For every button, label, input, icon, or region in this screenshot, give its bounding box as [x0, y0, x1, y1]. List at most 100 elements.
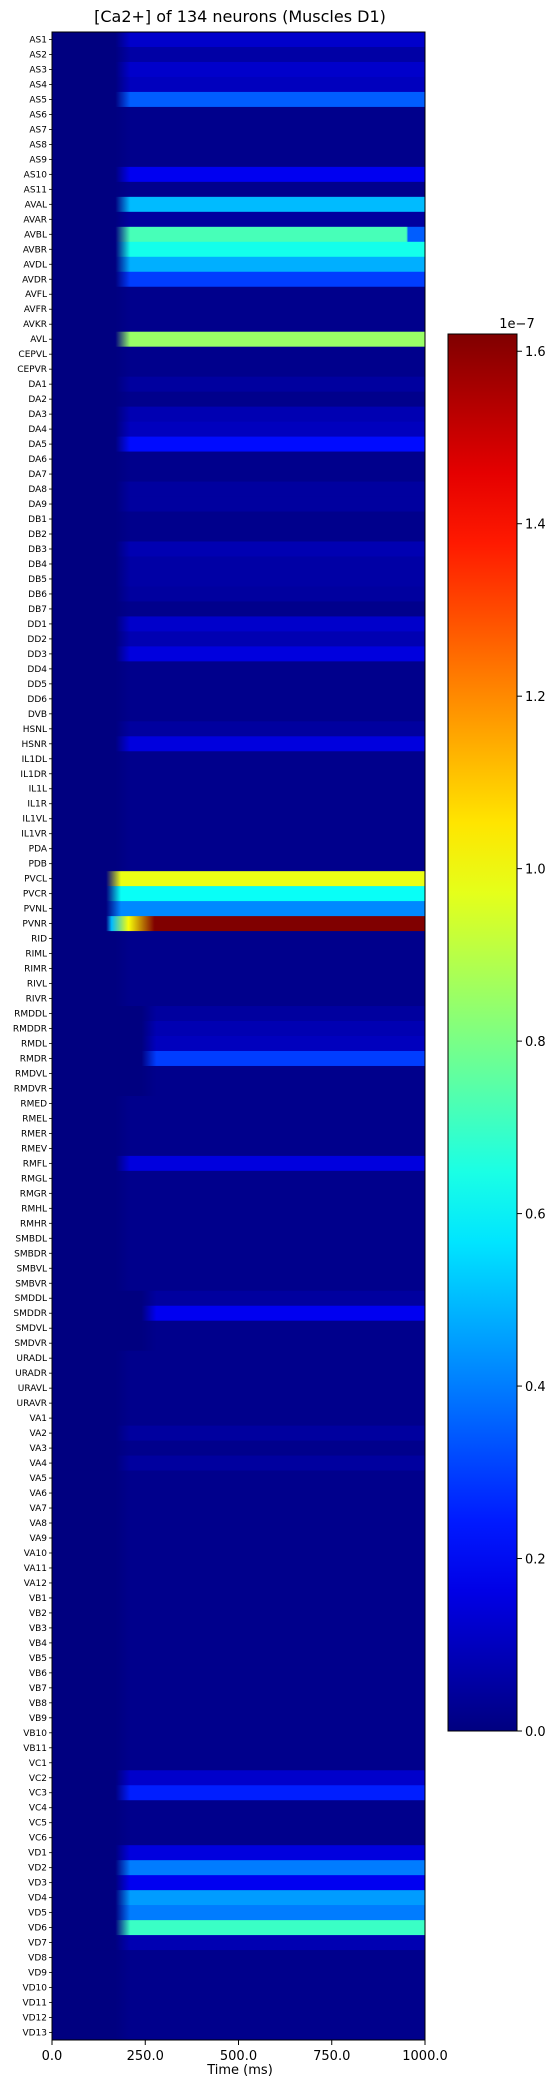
heatmap-row-riml [52, 946, 425, 962]
heatmap-row-il1r [52, 796, 425, 812]
heatmap-row-as1 [52, 32, 425, 48]
neuron-label: SMBVR [15, 1279, 47, 1289]
heatmap-row-vb8 [52, 1695, 425, 1711]
heatmap-row-vd13 [52, 2025, 425, 2041]
neuron-label: VC2 [29, 1774, 47, 1784]
neuron-label: VD12 [22, 2014, 47, 2024]
heatmap-row-db3 [52, 541, 425, 557]
neuron-label: PDB [28, 860, 47, 870]
heatmap-row-db4 [52, 556, 425, 572]
neuron-label: PVNR [22, 920, 47, 930]
neuron-label: SMBDR [14, 1249, 47, 1259]
neuron-label: RMDL [21, 1039, 47, 1049]
heatmap-row-vd8 [52, 1950, 425, 1966]
neuron-label: DA2 [28, 395, 47, 405]
neuron-label: RMED [20, 1099, 47, 1109]
neuron-label: PDA [29, 845, 48, 855]
neuron-label: AVDL [23, 260, 47, 270]
neuron-label: VA8 [30, 1519, 48, 1529]
heatmap-row-vb5 [52, 1650, 425, 1666]
neuron-label: VD2 [28, 1864, 47, 1874]
neuron-label: VD7 [28, 1939, 47, 1949]
heatmap-row-as7 [52, 121, 425, 138]
heatmap-row-dd3 [52, 646, 425, 662]
heatmap-row-smbdl [52, 1230, 425, 1247]
neuron-label: VC3 [29, 1789, 47, 1799]
heatmap-row-rimr [52, 961, 425, 977]
neuron-label: DD4 [27, 665, 47, 675]
heatmap-row-vb2 [52, 1605, 425, 1621]
heatmap-row-il1dl [52, 751, 425, 767]
neuron-label: AS8 [29, 140, 47, 150]
heatmap-row-smddl [52, 1290, 425, 1307]
neuron-label: IL1R [27, 800, 47, 810]
colorbar-tick-label: 0.4 [525, 1380, 546, 1395]
neuron-label: DB6 [28, 590, 47, 600]
neuron-label: VA7 [30, 1504, 47, 1514]
heatmap-row-vd5 [52, 1905, 425, 1921]
neuron-label: RMHL [21, 1204, 47, 1214]
neuron-label: RMDR [20, 1054, 47, 1064]
heatmap-row-da6 [52, 451, 425, 467]
neuron-label: RIMR [24, 965, 47, 975]
heatmap-row-vb7 [52, 1680, 425, 1696]
heatmap-row-da4 [52, 421, 425, 437]
colorbar-tick-label: 0.6 [525, 1208, 546, 1223]
heatmap-row-uravl [52, 1380, 425, 1396]
heatmap-row-rmhr [52, 1215, 425, 1232]
heatmap-row-smbvl [52, 1260, 425, 1277]
neuron-label: VB10 [23, 1729, 47, 1739]
heatmap-row-rmer [52, 1125, 425, 1142]
colorbar-tick-label: 0.0 [525, 1725, 546, 1740]
neuron-label: SMBVL [16, 1264, 47, 1274]
heatmap-row-rmdvr [52, 1080, 425, 1097]
heatmap-row-smddr [52, 1305, 425, 1322]
neuron-label: VD6 [28, 1924, 47, 1934]
neuron-label: URAVL [18, 1384, 47, 1394]
neuron-label: AVL [30, 335, 47, 345]
heatmap-row-avl [52, 331, 425, 347]
neuron-label: AS1 [29, 35, 47, 45]
heatmap-row-vc5 [52, 1815, 425, 1831]
heatmap-row-rmel [52, 1110, 425, 1127]
heatmap-row-avfr [52, 301, 425, 318]
neuron-label: RMFL [23, 1159, 47, 1169]
heatmap-row-rmhl [52, 1200, 425, 1217]
neuron-label: VB6 [29, 1669, 47, 1679]
neuron-label: DA7 [28, 470, 47, 480]
heatmap-row-avdl [52, 256, 425, 273]
heatmap-row-vc2 [52, 1770, 425, 1786]
neuron-label: HSNR [22, 740, 47, 750]
neuron-label: VB5 [29, 1654, 47, 1664]
heatmap-row-rivl [52, 976, 425, 992]
neuron-label: RMER [21, 1129, 47, 1139]
neuron-label: IL1L [29, 785, 47, 795]
heatmap-row-as5 [52, 91, 425, 108]
heatmap-row-avar [52, 211, 425, 228]
neuron-label: AVAL [25, 200, 47, 210]
neuron-label: VA12 [24, 1579, 47, 1589]
neuron-label: RIVL [27, 980, 47, 990]
neuron-label: AVKR [23, 320, 47, 330]
heatmap-row-rid [52, 931, 425, 947]
heatmap-row-va1 [52, 1410, 425, 1426]
x-tick-label: 1000.0 [402, 2049, 448, 2064]
neuron-label: DA4 [28, 425, 47, 435]
heatmap-row-avbl [52, 226, 425, 243]
heatmap-row-vc1 [52, 1755, 425, 1771]
neuron-label: VA10 [24, 1549, 47, 1559]
neuron-label: VB11 [23, 1744, 47, 1754]
neuron-label: PVNL [24, 905, 47, 915]
neuron-label: RMGR [20, 1189, 47, 1199]
neuron-label: AVBL [24, 230, 47, 240]
heatmap-row-da1 [52, 376, 425, 392]
neuron-label: URAVR [17, 1399, 47, 1409]
colorbar-tick-label: 0.8 [525, 1035, 546, 1050]
neuron-label: DB2 [28, 530, 47, 540]
neuron-label: AS3 [29, 65, 47, 75]
heatmap-row-as8 [52, 136, 425, 153]
neuron-label: DA6 [28, 455, 47, 465]
heatmap-row-as6 [52, 106, 425, 123]
heatmap-row-il1vr [52, 826, 425, 842]
